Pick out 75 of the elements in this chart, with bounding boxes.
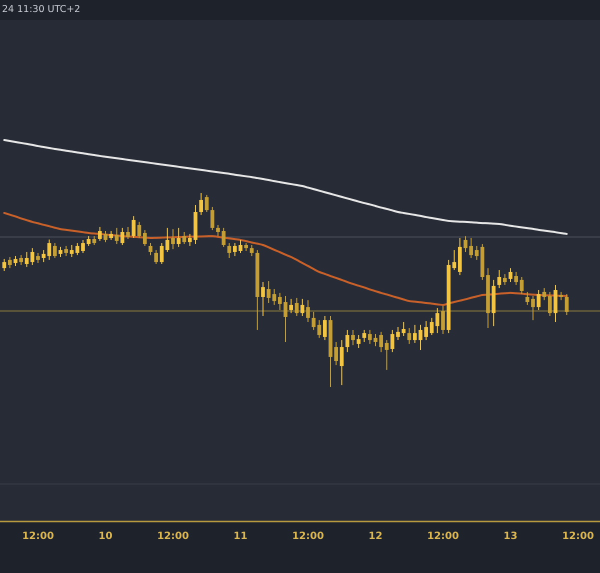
x-tick-label: 12:00: [562, 531, 594, 542]
candlestick: [142, 230, 147, 246]
candlestick: [356, 334, 361, 349]
candlestick: [165, 227, 170, 252]
x-tick-label: 12:00: [157, 531, 189, 542]
candlestick: [2, 258, 6, 272]
candlestick: [300, 298, 304, 316]
candlestick: [345, 329, 350, 353]
candlestick: [514, 271, 518, 286]
candlestick: [542, 288, 546, 301]
candlestick: [182, 231, 186, 245]
candlestick: [362, 329, 366, 342]
candlestick: [42, 250, 46, 263]
candlestick: [114, 227, 119, 245]
candlestick: [148, 242, 152, 256]
candlestick: [474, 245, 479, 260]
candlestick: [502, 274, 507, 286]
candlestick: [52, 242, 57, 258]
x-tick-label: 12:00: [427, 531, 459, 542]
candlestick: [312, 311, 316, 330]
candlestick: [104, 230, 108, 243]
candlestick: [508, 268, 512, 283]
candlestick: [548, 291, 552, 316]
candlestick: [554, 284, 558, 323]
candlestick: [70, 244, 74, 258]
candlestick: [340, 340, 344, 386]
candlestick: [126, 226, 130, 240]
x-tick-label: 11: [234, 531, 248, 542]
candlestick: [435, 308, 440, 334]
candlestick: [294, 297, 299, 316]
candlestick: [36, 252, 40, 264]
candlestick: [19, 254, 24, 266]
candlestick: [176, 227, 181, 248]
candlestick: [14, 256, 18, 266]
candlestick: [64, 245, 68, 257]
candlestick: [497, 270, 502, 289]
candlestick: [564, 294, 569, 316]
candlestick: [98, 226, 102, 242]
candlestick: [266, 280, 271, 304]
candlestick: [272, 288, 276, 306]
candlestick: [407, 328, 412, 344]
candlestick: [137, 221, 142, 239]
candlestick: [536, 290, 541, 310]
candlestick: [154, 250, 158, 265]
candlestick: [351, 329, 355, 346]
candlestick: [171, 228, 175, 250]
candlestick: [227, 242, 232, 258]
candlestick: [24, 251, 29, 268]
candlestick: [204, 194, 209, 213]
candlestick: [289, 298, 294, 314]
x-tick-label: 10: [98, 531, 112, 542]
candlestick: [58, 246, 62, 258]
candlestick: [384, 340, 389, 370]
candlestick: [317, 320, 322, 338]
candlestick: [30, 248, 34, 266]
candlestick: [322, 315, 327, 341]
candlestick: [8, 256, 12, 269]
candlestick: [199, 192, 204, 216]
x-tick-label: 12: [368, 531, 382, 542]
candlestick: [47, 239, 52, 260]
candlestick: [452, 250, 456, 271]
candlestick: [430, 317, 434, 336]
candlestick: [306, 300, 310, 323]
x-tick-label: 13: [504, 531, 518, 542]
candlestick: [160, 242, 164, 265]
text: 24 11:30 UTC+2: [2, 4, 80, 15]
candlestick: [261, 282, 265, 316]
x-tick-label: 12:00: [292, 531, 324, 542]
candlestick: [210, 206, 214, 231]
candlestick: [250, 244, 254, 257]
x-tick-label: 12:00: [22, 531, 54, 542]
candlestick: [441, 305, 445, 335]
candlestick: [120, 227, 124, 246]
candlestick: [132, 216, 136, 239]
candlestick: [520, 276, 524, 295]
